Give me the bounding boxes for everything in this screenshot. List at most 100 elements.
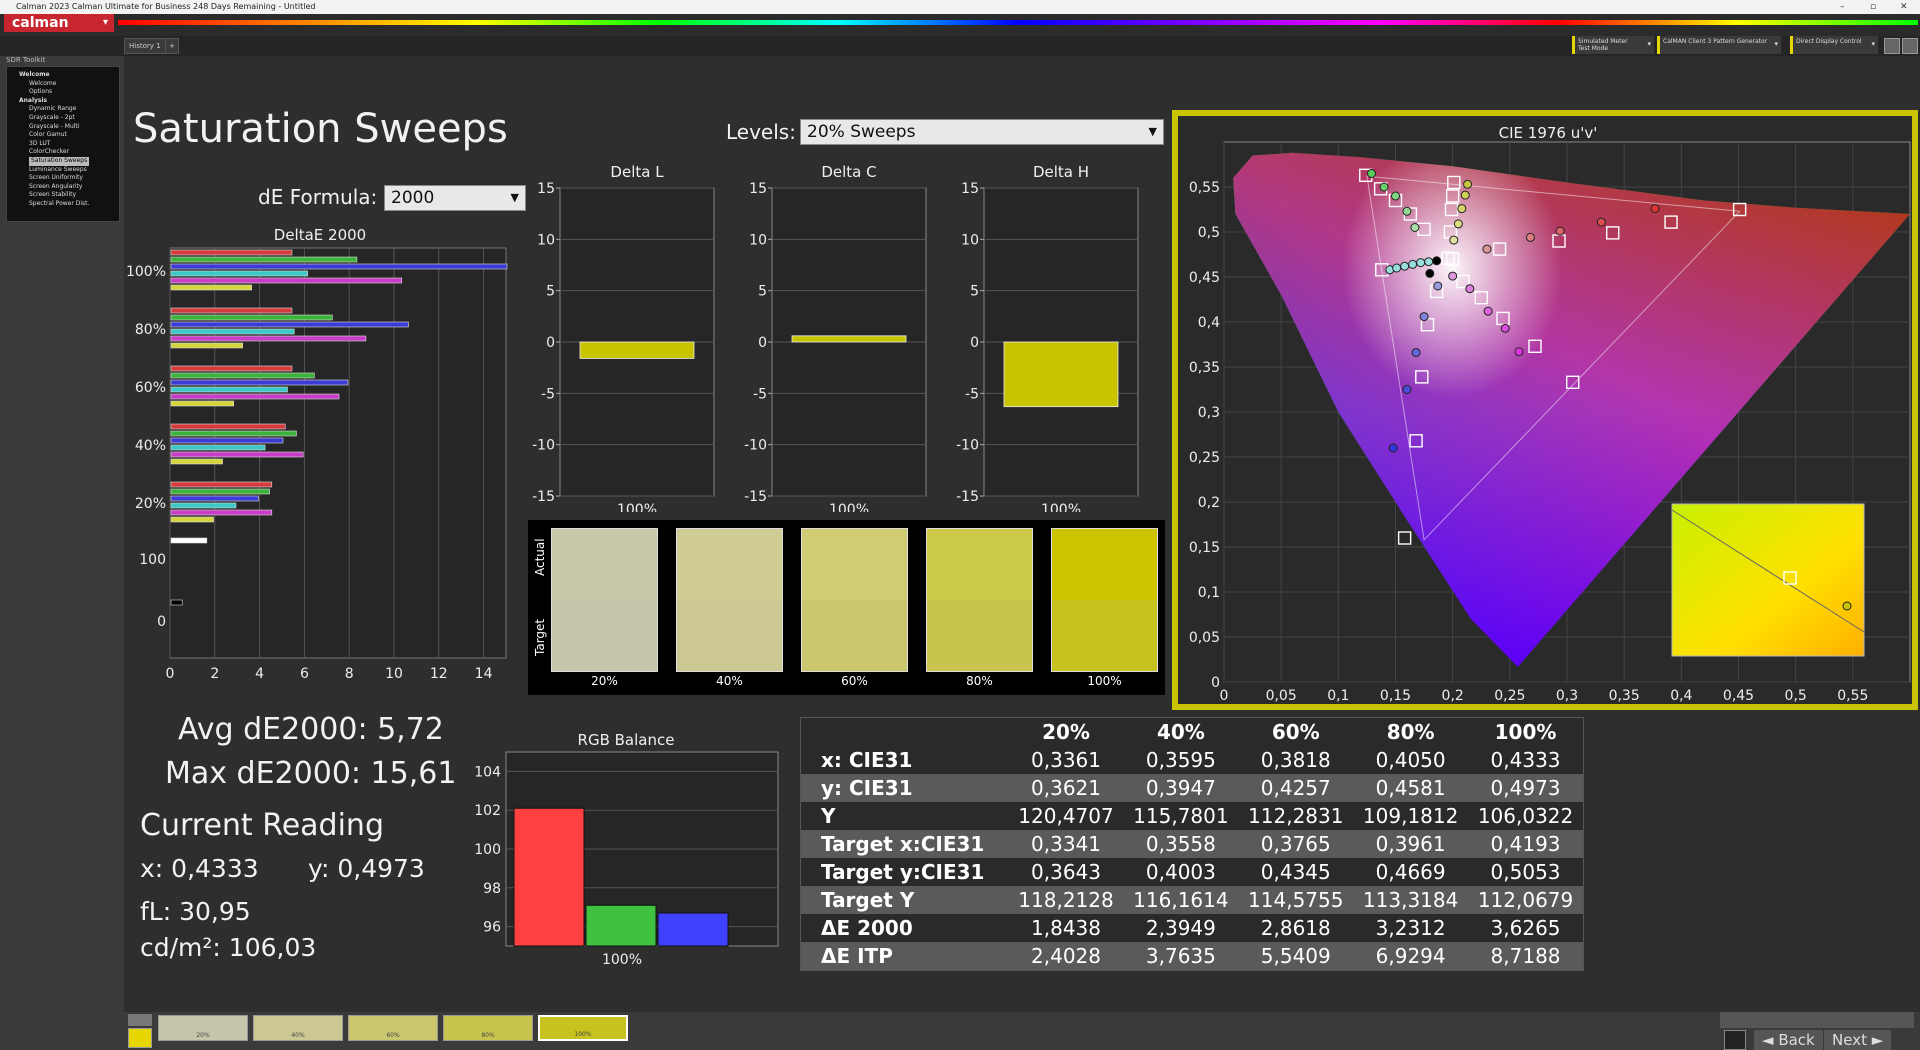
table-cell: 0,4581 [1353, 774, 1469, 802]
maximize-button[interactable]: ▫ [1870, 2, 1877, 12]
strip-swatch[interactable]: 40% [253, 1015, 343, 1041]
deltae-bar [170, 379, 349, 386]
y-tick-label: 0,35 [1189, 360, 1220, 376]
strip-swatch[interactable]: 20% [158, 1015, 248, 1041]
toolkit-item[interactable]: Screen Uniformity [9, 174, 117, 183]
device-line1: CalMAN Client 3 Pattern Generator [1663, 38, 1768, 45]
y-tick-label: 5 [758, 284, 767, 300]
table-cell: 0,4257 [1238, 774, 1354, 802]
y-tick-label: -10 [532, 438, 555, 454]
toolkit-item[interactable]: Saturation Sweeps [9, 156, 117, 166]
toolkit-item[interactable]: Screen Angularity [9, 183, 117, 192]
deltae-bar [170, 249, 293, 256]
x-tick-label: 8 [345, 666, 354, 682]
table-cell: 0,3558 [1123, 830, 1239, 858]
back-arrow-icon[interactable] [1902, 38, 1918, 54]
de-formula-select[interactable]: 2000 ▼ [384, 185, 526, 211]
x-tick-label: 0,45 [1723, 688, 1754, 704]
y-tick-label: 96 [483, 920, 501, 936]
minimize-button[interactable]: – [1840, 2, 1845, 12]
deltae-bar [170, 342, 243, 349]
levels-value: 20% Sweeps [807, 122, 916, 142]
toolkit-item-label: Grayscale - 2pt [29, 113, 75, 121]
toolkit-item[interactable]: Grayscale - Multi [9, 123, 117, 132]
close-button[interactable]: ✕ [1900, 2, 1908, 12]
toolkit-item[interactable]: Analysis [9, 97, 117, 106]
add-tab-button[interactable]: + [165, 38, 179, 54]
deltae-bar [170, 458, 223, 465]
home-icon[interactable] [1884, 38, 1900, 54]
target-square [1415, 370, 1429, 384]
playback-toolbar[interactable] [1720, 1012, 1914, 1028]
table-cell: 0,3361 [1008, 746, 1124, 774]
actual-point [1419, 312, 1429, 322]
row-label: y: CIE31 [801, 774, 1009, 802]
cdm2-reading: cd/m²: 106,03 [140, 933, 317, 962]
row-label: Target Y [801, 886, 1009, 914]
toolkit-item[interactable]: Screen Stability [9, 191, 117, 200]
deltae-bar [170, 277, 403, 284]
x-tick-label: 0,2 [1442, 688, 1464, 704]
toolkit-item[interactable]: Color Gamut [9, 131, 117, 140]
actual-point [1500, 323, 1510, 333]
table-cell: 0,4973 [1468, 774, 1583, 802]
next-label: Next [1832, 1031, 1867, 1049]
deltae-bar [170, 481, 273, 488]
y-tick-label: 0 [546, 335, 555, 351]
stop-icon[interactable] [1724, 1030, 1746, 1050]
table-cell: 113,3184 [1353, 886, 1469, 914]
display-control-button[interactable]: Direct Display Control ▾ [1790, 36, 1878, 54]
back-button[interactable]: ◄ Back [1754, 1030, 1823, 1050]
rgb-bar [657, 912, 729, 947]
pattern-generator-button[interactable]: CalMAN Client 3 Pattern Generator ▾ [1657, 36, 1781, 54]
y-tick-label: 15 [961, 181, 979, 197]
gamut-triangle [1366, 175, 1741, 541]
toolkit-item[interactable]: 3D LUT [9, 140, 117, 149]
rgb-bar [513, 807, 585, 947]
toolkit-item-label: Color Gamut [29, 131, 67, 139]
deltae-bar [170, 307, 293, 314]
cie-chart: CIE 1976 u'v' 0 0,05 0,1 0,15 0,2 0,25 0,3 0,35… [1189, 124, 1911, 704]
toolkit-item[interactable]: Options [9, 88, 117, 97]
y-tick-label: 0,5 [1198, 225, 1220, 241]
actual-point [1460, 190, 1470, 200]
tab-history-1[interactable]: History 1 [124, 38, 166, 54]
actual-point [1388, 443, 1398, 453]
table-cell: 106,0322 [1468, 802, 1583, 830]
levels-select[interactable]: 20% Sweeps ▼ [800, 119, 1164, 145]
deltae-bar [170, 314, 333, 321]
inset-gamut-edge [1671, 509, 1865, 633]
y-tick-label: 0,05 [1189, 630, 1220, 646]
toolkit-item[interactable]: Welcome [9, 80, 117, 89]
toolkit-item[interactable]: Grayscale - 2pt [9, 114, 117, 123]
meter-device-button[interactable]: Simulated Meter Test Mode ▾ [1572, 36, 1654, 54]
target-swatch [1052, 600, 1157, 671]
toolkit-item[interactable]: Spectral Power Dist. [9, 200, 117, 209]
swatch-label: 60% [841, 674, 868, 688]
table-cell: 0,4345 [1238, 858, 1354, 886]
table-cell: 0,3643 [1008, 858, 1124, 886]
table-cell: 109,1812 [1353, 802, 1469, 830]
next-button[interactable]: Next ► [1824, 1030, 1892, 1050]
window-titlebar: Calman 2023 Calman Ultimate for Business… [0, 0, 1920, 14]
x-tick-label: 2 [210, 666, 219, 682]
toolkit-item[interactable]: Luminance Sweeps [9, 166, 117, 175]
target-square [1606, 226, 1620, 240]
y-group-label: 60% [135, 380, 166, 396]
target-square [1445, 189, 1460, 203]
chart-title: CIE 1976 u'v' [1499, 124, 1598, 142]
strip-swatch[interactable]: 60% [348, 1015, 438, 1041]
toolkit-item[interactable]: ColorChecker [9, 148, 117, 157]
target-square [1496, 311, 1510, 326]
strip-control-icon[interactable] [128, 1014, 152, 1026]
calman-logo-button[interactable]: calman ▾ [4, 14, 114, 32]
x-category-label: 100% [602, 952, 642, 968]
actual-point [1424, 257, 1434, 267]
strip-swatch[interactable]: 80% [443, 1015, 533, 1041]
toolkit-item[interactable]: Dynamic Range [9, 105, 117, 114]
y-tick-label: 0,3 [1198, 405, 1220, 421]
y-tick-label: 0,45 [1189, 270, 1220, 286]
strip-swatch[interactable]: 100% [538, 1015, 628, 1041]
toolkit-item[interactable]: Welcome [9, 71, 117, 80]
target-square [1397, 531, 1412, 545]
